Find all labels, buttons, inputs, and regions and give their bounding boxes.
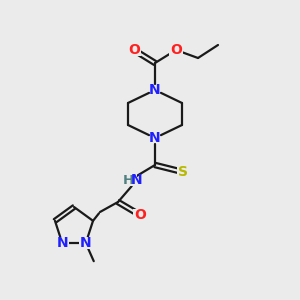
Text: N: N <box>149 131 161 145</box>
Text: N: N <box>131 173 143 187</box>
FancyBboxPatch shape <box>119 174 137 186</box>
Text: N: N <box>149 83 161 97</box>
Text: N: N <box>80 236 92 250</box>
FancyBboxPatch shape <box>133 209 147 221</box>
Text: S: S <box>178 165 188 179</box>
FancyBboxPatch shape <box>127 44 141 56</box>
Text: H: H <box>122 173 134 187</box>
FancyBboxPatch shape <box>79 237 93 249</box>
Text: O: O <box>170 43 182 57</box>
FancyBboxPatch shape <box>169 44 183 56</box>
Text: N: N <box>56 236 68 250</box>
Text: O: O <box>134 208 146 222</box>
Text: O: O <box>128 43 140 57</box>
FancyBboxPatch shape <box>55 237 69 249</box>
FancyBboxPatch shape <box>177 166 189 178</box>
